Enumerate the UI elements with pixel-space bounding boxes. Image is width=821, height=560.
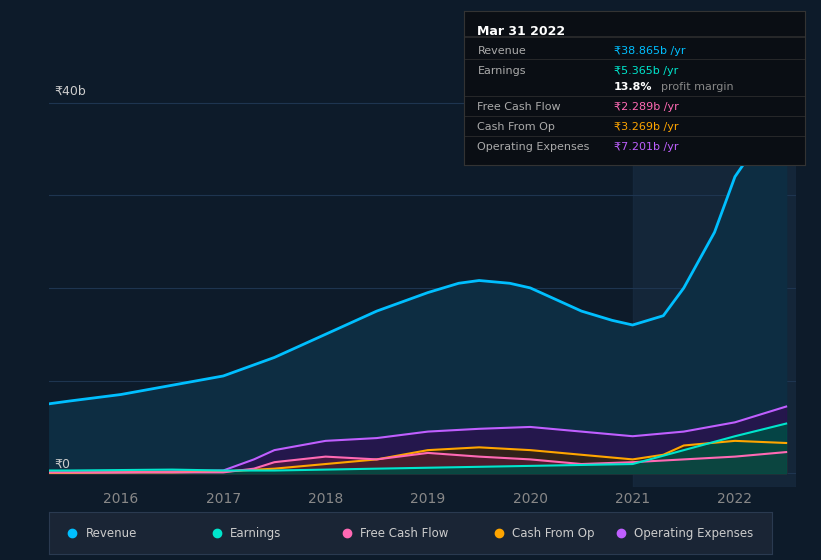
Text: Earnings: Earnings [478, 66, 526, 76]
Text: ₹40b: ₹40b [54, 85, 86, 98]
Text: Revenue: Revenue [85, 527, 137, 540]
Text: ₹3.269b /yr: ₹3.269b /yr [614, 122, 678, 132]
Text: Cash From Op: Cash From Op [478, 122, 555, 132]
Text: profit margin: profit margin [662, 82, 734, 92]
Bar [633, 84, 796, 487]
Text: Free Cash Flow: Free Cash Flow [478, 102, 561, 111]
Text: Operating Expenses: Operating Expenses [635, 527, 754, 540]
Text: Mar 31 2022: Mar 31 2022 [478, 25, 566, 38]
Text: Free Cash Flow: Free Cash Flow [360, 527, 448, 540]
Text: Operating Expenses: Operating Expenses [478, 142, 589, 152]
Text: Cash From Op: Cash From Op [511, 527, 594, 540]
Text: ₹38.865b /yr: ₹38.865b /yr [614, 46, 686, 56]
Text: ₹7.201b /yr: ₹7.201b /yr [614, 142, 678, 152]
Text: ₹0: ₹0 [54, 458, 71, 470]
Text: ₹5.365b /yr: ₹5.365b /yr [614, 66, 678, 76]
Text: Revenue: Revenue [478, 46, 526, 56]
Text: ₹2.289b /yr: ₹2.289b /yr [614, 102, 678, 111]
Text: Earnings: Earnings [230, 527, 282, 540]
Text: 13.8%: 13.8% [614, 82, 652, 92]
